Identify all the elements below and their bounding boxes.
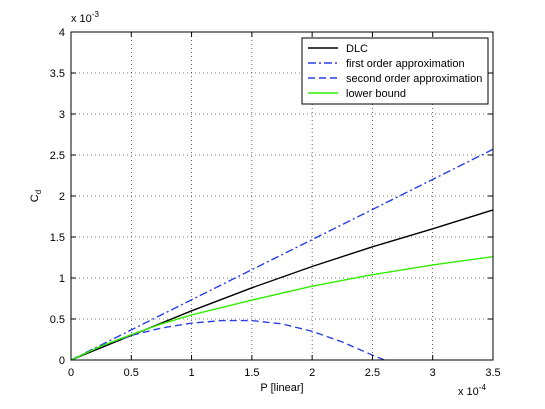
y-axis-label: Cd (29, 190, 43, 202)
ticks: 0 0.5 1 1.5 2 2.5 3 3.5 0 0.5 1 1.5 2 2.5 3 3.5 4 (50, 27, 501, 379)
y-tick-label: 3.5 (50, 68, 65, 80)
x-tick-label: 1 (189, 367, 195, 379)
x-tick-label: 3 (430, 367, 436, 379)
x-tick-label: 0.5 (124, 367, 139, 379)
y-tick-label: 1.5 (50, 232, 65, 244)
y-tick-label: 0 (59, 355, 65, 367)
series-group (70, 148, 494, 361)
x-tick-label: 0 (68, 367, 74, 379)
x-tick-label: 2.5 (365, 367, 380, 379)
y-tick-label: 4 (59, 27, 65, 39)
y-tick-label: 2 (59, 191, 65, 203)
x-multiplier-base: x 10 (458, 386, 479, 398)
y-multiplier-base: x 10 (71, 13, 92, 25)
y-tick-label: 2.5 (50, 150, 65, 162)
x-tick-label: 3.5 (485, 367, 500, 379)
x-multiplier-exponent: -4 (479, 383, 487, 392)
y-tick-label: 3 (59, 109, 65, 121)
y-multiplier-exponent: -3 (92, 10, 100, 19)
x-axis-label: P [linear] (260, 382, 303, 394)
x-axis-multiplier: x 10-4 (458, 383, 486, 398)
legend-label-1: DLC (346, 43, 368, 55)
y-tick-label: 0.5 (50, 314, 65, 326)
legend-label-3: second order approximation (346, 73, 482, 85)
legend-label-2: first order approximation (346, 58, 465, 70)
y-tick-label: 1 (59, 273, 65, 285)
series-line-2 (70, 148, 494, 361)
y-axis-multiplier: x 10-3 (71, 10, 99, 25)
y-axis-label-subscript: d (34, 190, 43, 194)
x-tick-label: 2 (309, 367, 315, 379)
series-line-4 (70, 256, 494, 361)
y-axis-label-main: C (29, 194, 41, 202)
grid (71, 32, 493, 360)
legend: DLC first order approximation second order… (301, 37, 489, 105)
x-tick-label: 1.5 (244, 367, 259, 379)
legend-label-4: lower bound (346, 88, 406, 100)
